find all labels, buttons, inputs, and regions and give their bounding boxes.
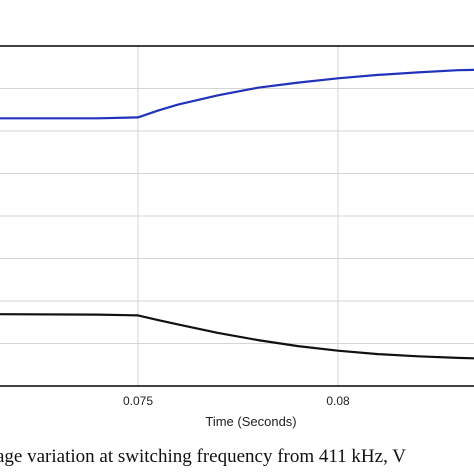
x-axis-label: Time (Seconds) [205,414,296,429]
caption-text: age variation at switching frequency fro… [0,446,406,467]
line-chart: 0.075 0.08 Time (Seconds) [0,45,474,429]
figure-caption: age variation at switching frequency fro… [0,442,474,474]
plot-frame [0,45,474,387]
series-lines [0,68,474,360]
x-tick-labels: 0.075 0.08 [123,394,350,408]
grid-lines [0,46,474,386]
series-line-0 [0,68,474,120]
x-tick-label-1: 0.08 [326,394,350,408]
x-tick-label-0: 0.075 [123,394,153,408]
series-line-1 [0,313,474,360]
